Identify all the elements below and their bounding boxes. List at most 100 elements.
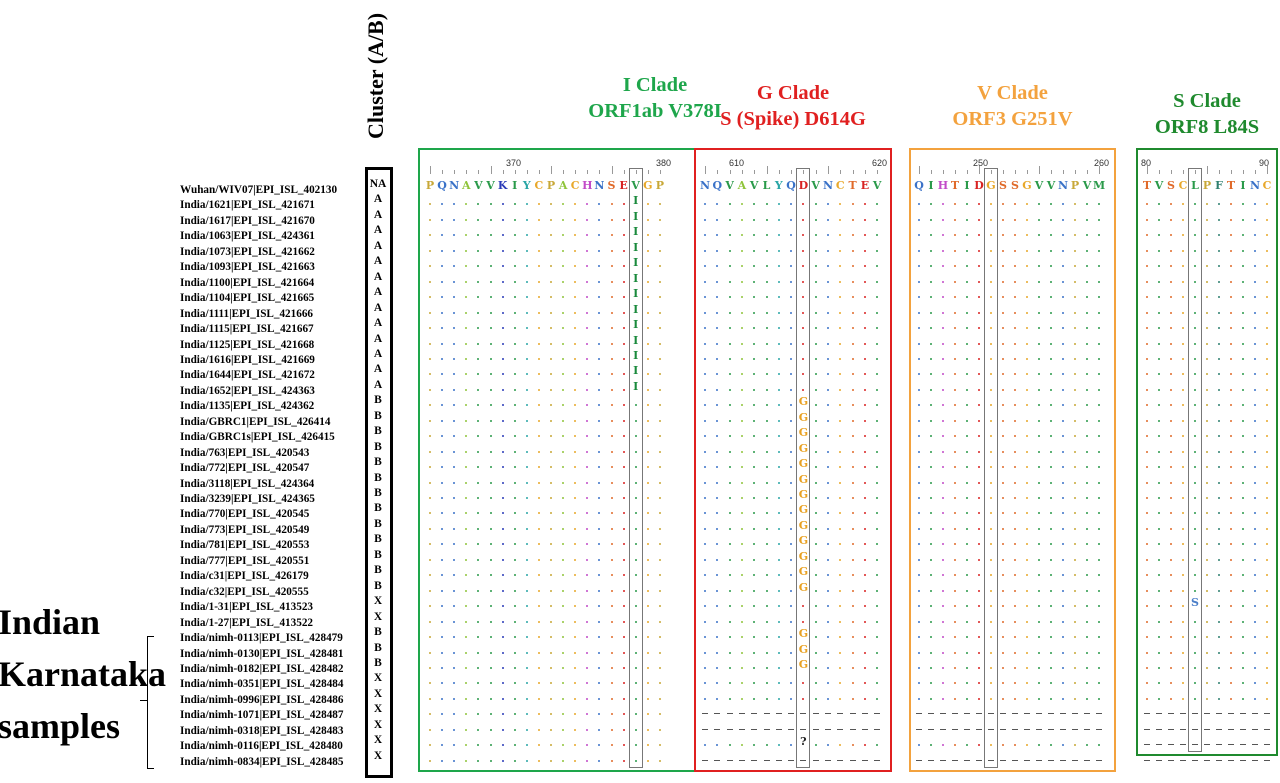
clade-title: G Clade S (Spike) D614G xyxy=(694,80,892,132)
identity-dot xyxy=(574,527,577,530)
identity-dot xyxy=(622,404,625,407)
identity-dot xyxy=(753,589,756,592)
identity-dot xyxy=(918,651,920,654)
identity-dot xyxy=(1014,249,1016,252)
reference-residue: P xyxy=(1202,179,1212,192)
identity-dot xyxy=(441,404,444,407)
identity-dot xyxy=(574,759,577,762)
identity-dot xyxy=(1098,280,1100,283)
identity-dot xyxy=(1266,512,1268,515)
identity-dot xyxy=(429,357,431,360)
identity-dot xyxy=(465,543,468,546)
ruler-tick xyxy=(551,166,552,174)
identity-dot xyxy=(429,265,431,268)
identity-dot xyxy=(1038,697,1040,700)
identity-dot xyxy=(1014,373,1016,376)
identity-dot xyxy=(966,234,968,237)
identity-dot xyxy=(1254,296,1256,299)
identity-dot xyxy=(716,357,719,360)
identity-dot xyxy=(966,682,968,685)
identity-dot xyxy=(1086,296,1088,299)
identity-dot xyxy=(851,419,854,422)
identity-dot xyxy=(658,419,661,422)
reference-residue: N xyxy=(822,179,834,192)
identity-dot xyxy=(863,280,866,283)
identity-dot xyxy=(1086,373,1088,376)
ruler-tick xyxy=(705,166,706,174)
identity-dot xyxy=(777,744,780,747)
identity-dot xyxy=(777,651,780,654)
identity-dot xyxy=(513,435,516,438)
identity-dot xyxy=(550,218,552,221)
mutation-residue: ? xyxy=(800,735,807,749)
identity-dot xyxy=(851,682,854,685)
identity-dot xyxy=(1050,265,1052,268)
sample-label: India/1100|EPI_ISL_421664 xyxy=(180,276,315,289)
identity-dot xyxy=(990,697,992,700)
identity-dot xyxy=(1182,574,1184,577)
identity-dot xyxy=(610,435,613,438)
identity-dot xyxy=(1218,527,1220,530)
identity-dot xyxy=(1050,404,1052,407)
mutation-residue: G xyxy=(798,395,809,409)
identity-dot xyxy=(1218,558,1220,561)
identity-dot xyxy=(1098,249,1100,252)
identity-dot xyxy=(598,666,601,669)
identity-dot xyxy=(704,666,706,669)
identity-dot xyxy=(1026,589,1028,592)
identity-dot xyxy=(441,620,444,623)
identity-dot xyxy=(429,481,431,484)
identity-dot xyxy=(1002,327,1004,330)
identity-dot xyxy=(1002,697,1004,700)
reference-residue: N xyxy=(1249,179,1261,192)
gap-mark xyxy=(788,759,795,761)
gap-mark xyxy=(1156,744,1162,746)
identity-dot xyxy=(610,589,613,592)
identity-dot xyxy=(1242,651,1244,654)
identity-dot xyxy=(1158,497,1160,499)
identity-dot xyxy=(1098,466,1100,469)
identity-dot xyxy=(765,218,768,221)
identity-dot xyxy=(1254,636,1256,639)
gap-mark xyxy=(861,759,868,761)
identity-dot xyxy=(728,342,731,345)
identity-dot xyxy=(477,234,480,237)
identity-dot xyxy=(1158,280,1160,283)
identity-dot xyxy=(525,543,528,546)
identity-dot xyxy=(1158,651,1160,654)
identity-dot xyxy=(537,512,540,515)
identity-dot xyxy=(537,388,540,391)
identity-dot xyxy=(704,342,706,345)
gap-mark xyxy=(988,728,994,730)
identity-dot xyxy=(634,419,637,422)
identity-dot xyxy=(1170,218,1172,221)
identity-dot xyxy=(1026,296,1028,299)
reference-residue: S xyxy=(1167,179,1175,192)
identity-dot xyxy=(525,203,528,206)
gap-mark xyxy=(1048,759,1054,761)
identity-dot xyxy=(1182,203,1184,206)
identity-dot xyxy=(1194,327,1196,330)
identity-dot xyxy=(839,697,842,700)
reference-residue: C xyxy=(1262,179,1272,192)
identity-dot xyxy=(1146,605,1148,608)
identity-dot xyxy=(740,682,743,685)
identity-dot xyxy=(1086,265,1088,268)
identity-dot xyxy=(586,682,589,685)
identity-dot xyxy=(777,435,780,438)
identity-dot xyxy=(562,713,565,716)
identity-dot xyxy=(954,388,956,391)
identity-dot xyxy=(728,373,731,376)
identity-dot xyxy=(453,713,456,716)
identity-dot xyxy=(790,527,793,530)
group-bracket-tip xyxy=(140,700,148,702)
identity-dot xyxy=(622,728,625,731)
identity-dot xyxy=(978,697,980,700)
clade-mutation: ORF1ab V378I xyxy=(588,100,722,122)
identity-dot xyxy=(1002,497,1004,499)
identity-dot xyxy=(1266,203,1268,206)
identity-dot xyxy=(990,682,992,685)
identity-dot xyxy=(1254,682,1256,685)
identity-dot xyxy=(942,620,944,623)
identity-dot xyxy=(1206,435,1208,438)
